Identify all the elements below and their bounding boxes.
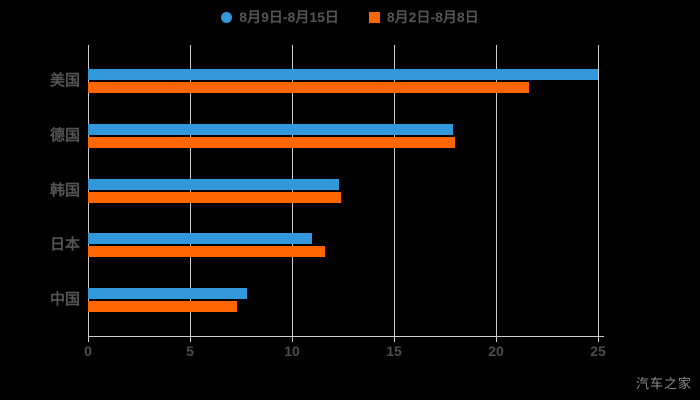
x-axis-tick bbox=[495, 337, 497, 342]
plot-area bbox=[87, 45, 599, 336]
category-label-4: 中国 bbox=[49, 291, 80, 308]
legend-marker-square-icon bbox=[368, 11, 380, 23]
x-axis-tick bbox=[393, 337, 395, 342]
gridline-x-25 bbox=[597, 45, 599, 336]
x-axis-line bbox=[88, 336, 604, 337]
gridline-x-0 bbox=[87, 45, 89, 336]
x-tick-label-20: 20 bbox=[488, 343, 504, 359]
bar-series2-row1[interactable] bbox=[88, 136, 456, 148]
legend: 8月9日-8月15日 8月2日-8月8日 bbox=[0, 7, 700, 27]
legend-marker-circle-icon bbox=[221, 11, 233, 23]
category-label-2: 韩国 bbox=[49, 181, 80, 199]
bar-series1-row4[interactable] bbox=[88, 288, 248, 299]
bar-series2-row2[interactable] bbox=[88, 191, 341, 203]
x-tick-label-0: 0 bbox=[84, 343, 92, 359]
legend-label-series1: 8月9日-8月15日 bbox=[239, 9, 339, 25]
x-axis-tick bbox=[597, 337, 599, 342]
gridline-x-5 bbox=[189, 45, 191, 336]
bar-series1-row2[interactable] bbox=[88, 178, 339, 190]
legend-label-series2: 8月2日-8月8日 bbox=[386, 9, 479, 25]
x-axis-tick bbox=[291, 337, 293, 342]
bar-series1-row0[interactable] bbox=[88, 69, 598, 80]
gridline-x-15 bbox=[393, 45, 395, 336]
x-tick-label-10: 10 bbox=[284, 343, 300, 359]
x-axis-tick bbox=[87, 337, 89, 342]
watermark: 汽车之家 bbox=[635, 376, 692, 391]
x-tick-label-15: 15 bbox=[386, 343, 402, 359]
x-tick-label-5: 5 bbox=[186, 343, 194, 359]
gridline-x-20 bbox=[495, 45, 497, 336]
bar-series2-row3[interactable] bbox=[88, 246, 325, 258]
legend-item-series2[interactable]: 8月2日-8月8日 bbox=[368, 7, 479, 27]
bar-series1-row1[interactable] bbox=[88, 123, 454, 135]
category-label-3: 日本 bbox=[49, 236, 80, 254]
legend-item-series1[interactable]: 8月9日-8月15日 bbox=[221, 7, 339, 27]
x-axis-tick bbox=[189, 337, 191, 342]
category-label-1: 德国 bbox=[49, 126, 80, 144]
gridline-x-10 bbox=[291, 45, 293, 336]
bar-series1-row3[interactable] bbox=[88, 233, 313, 245]
category-label-0: 美国 bbox=[49, 72, 80, 89]
bar-series2-row0[interactable] bbox=[88, 82, 529, 93]
bar-series2-row4[interactable] bbox=[88, 301, 237, 312]
x-tick-label-25: 25 bbox=[590, 343, 606, 359]
